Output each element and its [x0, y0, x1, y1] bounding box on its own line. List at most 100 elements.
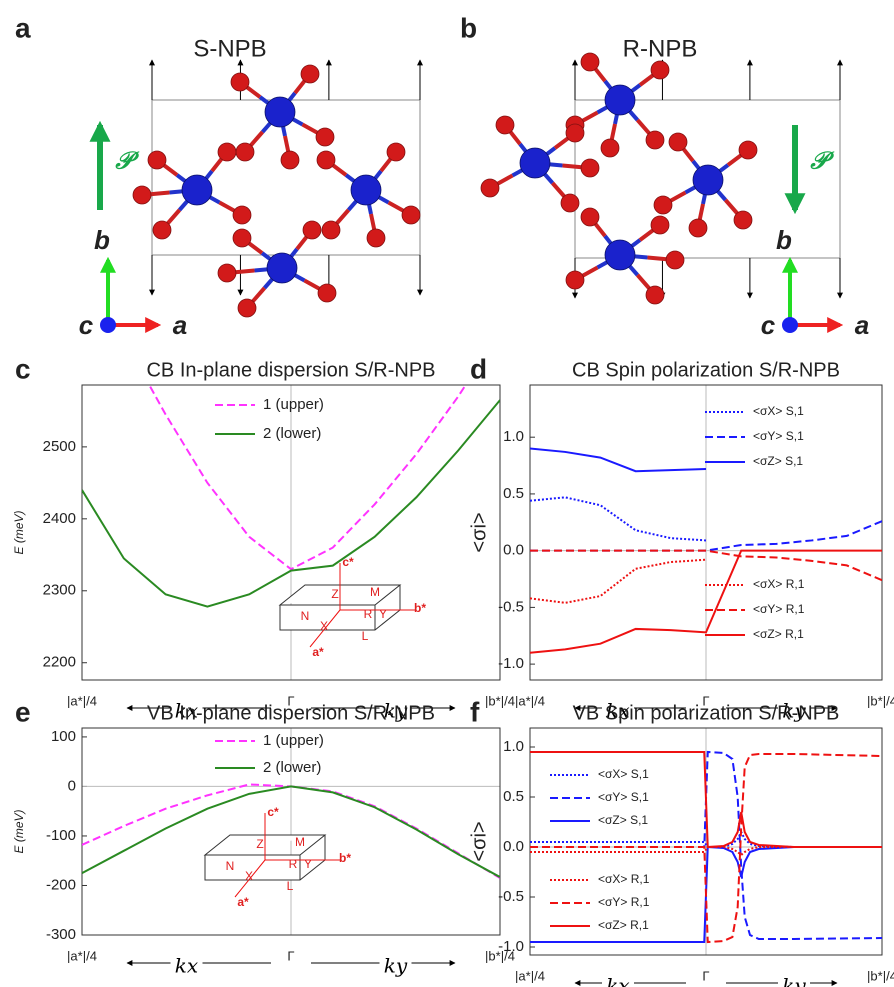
y-tick-label: 2200: [43, 654, 76, 671]
legend-label: <σY> R,1: [753, 602, 805, 616]
y-tick-label: 1.0: [503, 738, 524, 755]
oxygen-atom: [303, 221, 321, 239]
y-tick-label: -0.5: [498, 888, 524, 905]
metal-atom: [351, 175, 381, 205]
y-axis-label: <σi>: [468, 821, 490, 861]
y-tick-label: 0: [68, 777, 76, 794]
legend-label: <σZ> S,1: [753, 454, 803, 468]
x-tick-label: |a*|/4: [67, 948, 97, 963]
oxygen-atom: [387, 143, 405, 161]
bz-label: L: [362, 629, 369, 643]
metal-atom: [182, 175, 212, 205]
oxygen-atom: [281, 151, 299, 169]
legend-label: <σX> S,1: [753, 404, 804, 418]
oxygen-atom: [318, 284, 336, 302]
bz-label: L: [287, 879, 294, 893]
panel-label: a: [15, 12, 31, 43]
oxygen-atom: [301, 65, 319, 83]
oxygen-atom: [601, 139, 619, 157]
y-tick-label: 0.5: [503, 788, 524, 805]
bz-label: Y: [304, 857, 312, 871]
bz-label: N: [226, 859, 235, 873]
x-tick-label: |a*|/4: [515, 693, 545, 708]
oxygen-atom: [646, 131, 664, 149]
figure: aS-NPBcab𝒫bR-NPBcab𝒫cCB In-plane dispers…: [0, 0, 894, 987]
oxygen-atom: [322, 221, 340, 239]
panel-label: f: [470, 696, 480, 727]
bz-label: M: [370, 585, 380, 599]
oxygen-atom: [651, 216, 669, 234]
bz-label: Z: [331, 587, 338, 601]
x-tick-label: |b*|/4: [867, 968, 894, 983]
bz-label: b*: [339, 851, 351, 865]
chart-title: CB In-plane dispersion S/R-NPB: [146, 359, 435, 381]
axis-dot: [782, 317, 798, 333]
oxygen-atom: [739, 141, 757, 159]
metal-atom: [605, 240, 635, 270]
k-label: kx: [175, 954, 198, 978]
y-tick-label: 0.5: [503, 485, 524, 502]
x-tick-label: Γ: [702, 968, 709, 983]
bz-label: c*: [267, 805, 279, 819]
oxygen-atom: [153, 221, 171, 239]
y-tick-label: 1.0: [503, 428, 524, 445]
metal-atom: [605, 85, 635, 115]
axis-label: c: [79, 310, 94, 340]
bz-label: a*: [312, 645, 324, 659]
oxygen-atom: [218, 264, 236, 282]
y-tick-label: -1.0: [498, 938, 524, 955]
oxygen-atom: [367, 229, 385, 247]
oxygen-atom: [231, 73, 249, 91]
legend-label: <σX> R,1: [598, 872, 650, 886]
y-tick-label: -200: [46, 876, 76, 893]
y-tick-label: -1.0: [498, 655, 524, 672]
metal-atom: [693, 165, 723, 195]
chart-title: VB In-plane dispersion S/R-NPB: [147, 702, 435, 724]
metal-atom: [520, 148, 550, 178]
axis-label: a: [173, 310, 187, 340]
y-tick-label: 2500: [43, 438, 76, 455]
oxygen-atom: [581, 208, 599, 226]
series-line: [530, 560, 706, 603]
oxygen-atom: [566, 271, 584, 289]
legend-label: 2 (lower): [263, 759, 321, 776]
structure-title: S-NPB: [193, 35, 266, 62]
panel-label: c: [15, 353, 31, 384]
legend-label: <σZ> R,1: [598, 918, 649, 932]
oxygen-atom: [316, 128, 334, 146]
x-tick-label: |a*|/4: [67, 693, 97, 708]
x-tick-label: |a*|/4: [515, 968, 545, 983]
structure-title: R-NPB: [623, 35, 698, 62]
oxygen-atom: [133, 186, 151, 204]
legend-label: 2 (lower): [263, 425, 321, 442]
panel-label: b: [460, 12, 477, 43]
y-axis-label: E (meV): [12, 809, 26, 853]
polarization-label: 𝒫: [809, 147, 834, 174]
oxygen-atom: [654, 196, 672, 214]
bz-label: M: [295, 835, 305, 849]
oxygen-atom: [233, 206, 251, 224]
polarization-label: 𝒫: [114, 147, 139, 174]
legend-label: <σY> S,1: [753, 429, 804, 443]
metal-atom: [267, 253, 297, 283]
bz-label: a*: [237, 895, 249, 909]
oxygen-atom: [148, 151, 166, 169]
y-axis-label: <σi>: [468, 512, 490, 552]
oxygen-atom: [561, 194, 579, 212]
legend-label: 1 (upper): [263, 396, 324, 413]
oxygen-atom: [669, 133, 687, 151]
y-tick-label: 100: [51, 728, 76, 745]
axis-label: b: [776, 225, 792, 255]
y-tick-label: 2400: [43, 510, 76, 527]
oxygen-atom: [481, 179, 499, 197]
panel-label: e: [15, 696, 31, 727]
legend-label: <σY> R,1: [598, 895, 650, 909]
bz-label: R: [289, 857, 298, 871]
bz-label: Z: [256, 837, 263, 851]
y-tick-label: 0.0: [503, 542, 524, 559]
axis-label: c: [761, 310, 776, 340]
axis-dot: [100, 317, 116, 333]
axis-label: b: [94, 225, 110, 255]
y-tick-label: 0.0: [503, 838, 524, 855]
y-tick-label: 2300: [43, 582, 76, 599]
